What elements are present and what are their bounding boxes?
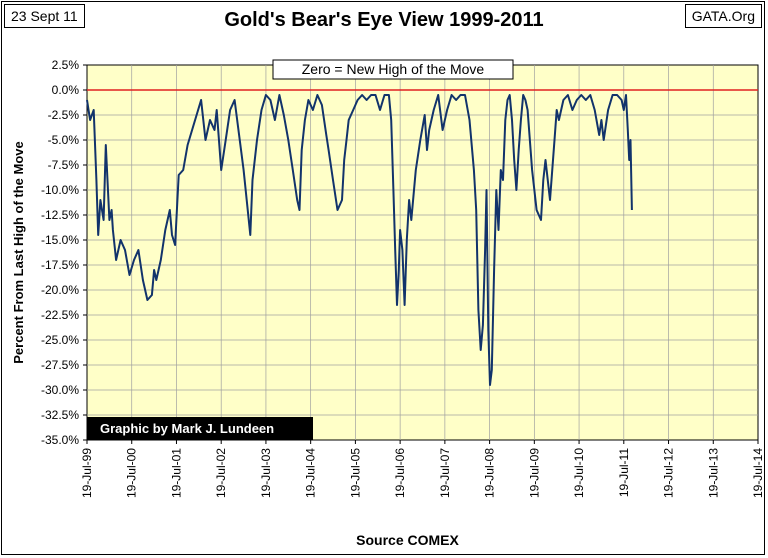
- y-tick-label: -22.5%: [41, 308, 79, 322]
- x-axis-label: Source COMEX: [356, 532, 459, 548]
- x-tick-labels: 19-Jul-99 19-Jul-00 19-Jul-01 19-Jul-02 19-J…: [80, 448, 765, 498]
- y-tick-label: -12.5%: [41, 208, 79, 222]
- x-tick-label: 19-Jul-14: [751, 448, 765, 498]
- chart-title: Gold's Bear's Eye View 1999-2011: [224, 9, 544, 31]
- y-tick-labels: 2.5% 0.0% -2.5% -5.0% -7.5% -10.0% -12.5% -15.0…: [41, 58, 79, 447]
- x-tick-label: 19-Jul-00: [125, 448, 139, 498]
- x-tick-label: 19-Jul-09: [527, 448, 541, 498]
- x-tick-label: 19-Jul-11: [617, 448, 631, 497]
- x-tick-label: 19-Jul-12: [662, 448, 676, 498]
- y-tick-label: -25.0%: [41, 333, 79, 347]
- plot-area: [86, 64, 759, 441]
- credit-text: Graphic by Mark J. Lundeen: [100, 421, 274, 436]
- x-tick-label: 19-Jul-07: [438, 448, 452, 498]
- grid-lines: [83, 64, 759, 444]
- y-tick-label: -30.0%: [41, 383, 79, 397]
- y-tick-label: -27.5%: [41, 358, 79, 372]
- date-label: 23 Sept 11: [4, 4, 85, 28]
- brand-label: GATA.Org: [684, 4, 762, 28]
- y-tick-label: -2.5%: [48, 108, 80, 122]
- annotation-box: [272, 59, 514, 80]
- x-tick-label: 19-Jul-06: [393, 448, 407, 498]
- x-tick-label: 19-Jul-04: [304, 448, 318, 498]
- x-tick-label: 19-Jul-05: [348, 448, 362, 498]
- y-tick-label: -35.0%: [41, 433, 79, 447]
- y-tick-label: -20.0%: [41, 283, 79, 297]
- x-tick-label: 19-Jul-08: [483, 448, 497, 498]
- x-tick-label: 19-Jul-99: [80, 448, 94, 498]
- y-tick-label: 0.0%: [52, 83, 80, 97]
- y-tick-label: -7.5%: [48, 158, 80, 172]
- y-tick-label: -10.0%: [41, 183, 79, 197]
- credit-box: [87, 417, 313, 440]
- series-layer: [86, 94, 633, 386]
- x-tick-label: 19-Jul-10: [572, 448, 586, 498]
- x-tick-label: 19-Jul-13: [706, 448, 720, 498]
- y-tick-label: -17.5%: [41, 258, 79, 272]
- y-tick-label: 2.5%: [52, 58, 80, 72]
- x-tick-label: 19-Jul-02: [214, 448, 228, 498]
- x-tick-label: 19-Jul-03: [259, 448, 273, 498]
- y-tick-label: -5.0%: [48, 133, 80, 147]
- y-tick-label: -32.5%: [41, 408, 79, 422]
- y-tick-label: -15.0%: [41, 233, 79, 247]
- x-tick-label: 19-Jul-01: [169, 448, 183, 498]
- annotation-text: Zero = New High of the Move: [302, 61, 485, 77]
- y-axis-label: Percent From Last High of the Move: [11, 141, 26, 363]
- series-line: [86, 94, 633, 386]
